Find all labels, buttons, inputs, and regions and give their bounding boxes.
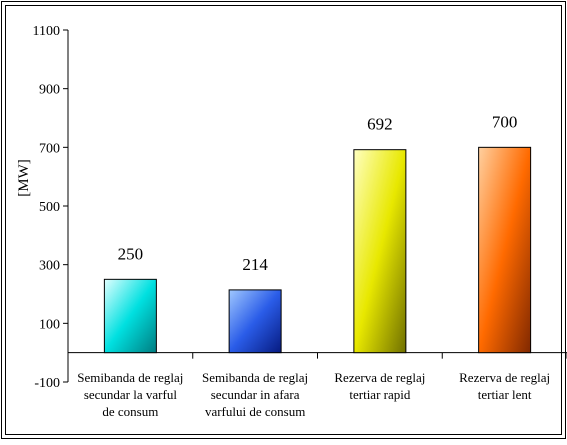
x-category-label-line: varfului de consum (205, 404, 305, 419)
axes: -100 100 300 500 700 900 1100 [MW] (16, 24, 567, 391)
data-label-4: 700 (492, 112, 518, 131)
y-tick-label: 100 (39, 317, 60, 332)
data-label-1: 250 (118, 244, 144, 263)
x-category-label-4: Rezerva de reglaj tertiar lent (459, 370, 550, 402)
x-category-label-line: de consum (102, 404, 158, 419)
bar-3 (353, 149, 407, 354)
x-category-label-line: Rezerva de reglaj (334, 370, 425, 385)
x-category-label-line: secundar la varful (84, 387, 178, 402)
data-label-2: 214 (242, 255, 268, 274)
y-axis-title: [MW] (16, 159, 32, 197)
x-category-label-line: secundar in afara (211, 387, 300, 402)
bar-2 (228, 289, 282, 354)
x-category-label-3: Rezerva de reglaj tertiar rapid (334, 370, 425, 402)
x-category-label-line: tertiar lent (478, 387, 532, 402)
x-category-label-line: tertiar rapid (349, 387, 410, 402)
labels: 250 Semibanda de reglaj secundar la varful… (77, 112, 550, 419)
x-category-label-1: Semibanda de reglaj secundar la varful de … (77, 370, 183, 419)
x-category-label-2: Semibanda de reglaj secundar in afara varf… (202, 370, 308, 419)
y-tick-label: 900 (39, 83, 60, 98)
y-tick-label: 500 (39, 200, 60, 215)
inner-border (5, 5, 562, 435)
x-category-label-line: Rezerva de reglaj (459, 370, 550, 385)
y-tick-label: 700 (39, 141, 60, 156)
bars (103, 146, 532, 354)
y-tick-label: 300 (39, 259, 60, 274)
x-category-label-line: Semibanda de reglaj (202, 370, 308, 385)
bar-1 (103, 278, 157, 354)
y-tick-label: -100 (34, 376, 60, 391)
x-category-label-line: Semibanda de reglaj (77, 370, 183, 385)
data-label-3: 692 (367, 115, 393, 134)
y-tick-label: 1100 (33, 24, 60, 39)
bar-4 (478, 146, 532, 354)
